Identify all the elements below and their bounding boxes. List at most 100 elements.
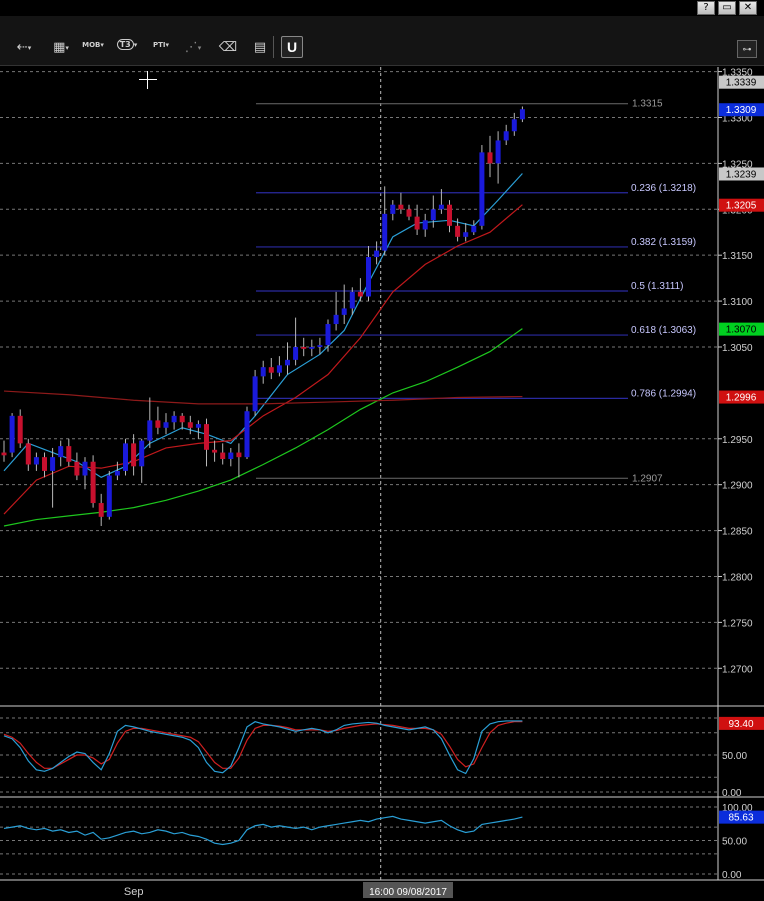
candle-body (187, 422, 193, 428)
candle-body (260, 367, 266, 377)
price-tag (719, 198, 764, 212)
candle-body (390, 204, 396, 214)
mob-tool-icon[interactable]: MOB▾ (82, 41, 104, 49)
help-window-button[interactable]: ? (697, 1, 715, 15)
price-tick-label: 1.3150 (722, 251, 753, 262)
candle-body (406, 209, 412, 217)
candle-body (293, 346, 299, 360)
chart-toolbar: ⇠▾ ▦▾ MOB▾ T3 ▾ PTI▾ ⋰▾ ⌫ ▤ (0, 16, 764, 66)
candle-body (98, 503, 104, 517)
candle-body (430, 209, 436, 221)
price-tick-label: 1.2800 (722, 572, 753, 583)
ema-short-line (3, 173, 523, 479)
price-tag (719, 103, 764, 117)
candle-body (495, 140, 501, 164)
candle-body (398, 204, 404, 210)
fib-extreme-label: 1.3315 (632, 99, 663, 110)
candle-body (50, 457, 56, 471)
candle-body (422, 220, 428, 230)
candle-body (503, 131, 509, 141)
price-tick-label: 1.2950 (722, 435, 753, 446)
mouse-crosshair-cursor (139, 71, 157, 89)
price-tick-label: 1.3100 (722, 297, 753, 308)
candle-body (455, 225, 461, 237)
price-tick-label: 1.3250 (722, 159, 753, 170)
comment-tool-icon[interactable]: ▤ (253, 40, 267, 55)
candle-body (33, 457, 39, 465)
candle-body (519, 109, 525, 120)
rsi-tick-label: 50.00 (722, 837, 747, 848)
ema-200-line (3, 390, 523, 405)
candle-body (163, 422, 169, 428)
candle-body (268, 367, 274, 373)
magnet-tool-icon[interactable]: U (281, 36, 303, 58)
candle-body (366, 257, 371, 297)
candle-body (309, 346, 315, 349)
candle-body (147, 420, 153, 441)
price-tag-label: 1.3309 (726, 105, 757, 116)
t3-tool-icon[interactable]: T3 ▾ (114, 39, 140, 60)
ema-long-line (3, 328, 523, 527)
candle-body (357, 291, 363, 297)
time-cursor-tag (363, 882, 453, 898)
candle-body (25, 443, 31, 465)
price-tag (719, 322, 764, 336)
stoch-d-line (3, 721, 523, 769)
rsi-value-label: 85.63 (728, 813, 753, 824)
stoch-value-label: 93.40 (728, 719, 753, 730)
candle-body (471, 225, 477, 233)
candle-body (204, 424, 209, 450)
price-tag (719, 167, 764, 181)
candle-body (82, 461, 88, 476)
candle-body (341, 308, 347, 315)
fib-level-label: 0.382 (1.3159) (631, 237, 696, 248)
stoch-tick-label: 50.00 (722, 751, 747, 762)
price-tag-label: 1.3205 (726, 201, 757, 212)
candle-body (155, 420, 161, 428)
candle-body (447, 204, 452, 226)
ema-mid-line (3, 204, 523, 515)
rsi-tick-label: 100.00 (722, 803, 753, 814)
candle-body (511, 119, 517, 132)
price-tag-label: 1.3239 (726, 169, 757, 180)
eraser-tool-icon[interactable]: ⌫ (218, 40, 238, 55)
candle-body (42, 457, 47, 471)
candle-body (114, 470, 120, 476)
price-tick-label: 1.3050 (722, 343, 753, 354)
candle-body (74, 461, 80, 476)
candle-body (285, 359, 290, 366)
stoch-value-tag (719, 716, 764, 730)
fib-level-label: 0.786 (1.2994) (631, 388, 696, 399)
rsi-line (3, 815, 523, 846)
candle-body (236, 452, 242, 458)
pattern-tool-icon[interactable]: ⋰▾ (184, 40, 202, 55)
candle-body (487, 152, 493, 164)
rsi-value-tag (719, 810, 764, 824)
price-tick-label: 1.2850 (722, 527, 753, 538)
stoch-k-line (3, 720, 523, 775)
candle-body (58, 446, 64, 458)
fib-level-label: 0.618 (1.3063) (631, 325, 696, 336)
candle-body (479, 152, 485, 226)
candle-body (66, 446, 72, 462)
candle-body (1, 452, 7, 456)
price-tick-label: 1.3350 (722, 68, 753, 79)
candle-body (171, 415, 177, 423)
chart-settings-button[interactable]: ⊶ (737, 40, 757, 58)
candle-body (317, 345, 323, 347)
candle-body (301, 346, 307, 349)
maximize-window-button[interactable]: ▭ (718, 1, 736, 15)
grid-tool-icon[interactable]: ▦▾ (53, 40, 69, 55)
price-tick-label: 1.3300 (722, 113, 753, 124)
time-axis-label: Sep (124, 886, 144, 898)
price-chart[interactable]: 1.33501.33001.32501.32001.31501.31001.30… (0, 67, 764, 901)
pti-tool-icon[interactable]: PTI▾ (152, 41, 170, 49)
arrow-tool-icon[interactable]: ⇠▾ (16, 40, 32, 55)
candle-body (438, 204, 444, 210)
candle-body (463, 232, 469, 237)
close-window-button[interactable]: ✕ (739, 1, 757, 15)
rsi-tick-label: 0.00 (722, 870, 742, 881)
price-tick-label: 1.2700 (722, 664, 753, 675)
window-titlebar: ? ▭ ✕ (0, 0, 764, 16)
candle-body (276, 365, 282, 373)
